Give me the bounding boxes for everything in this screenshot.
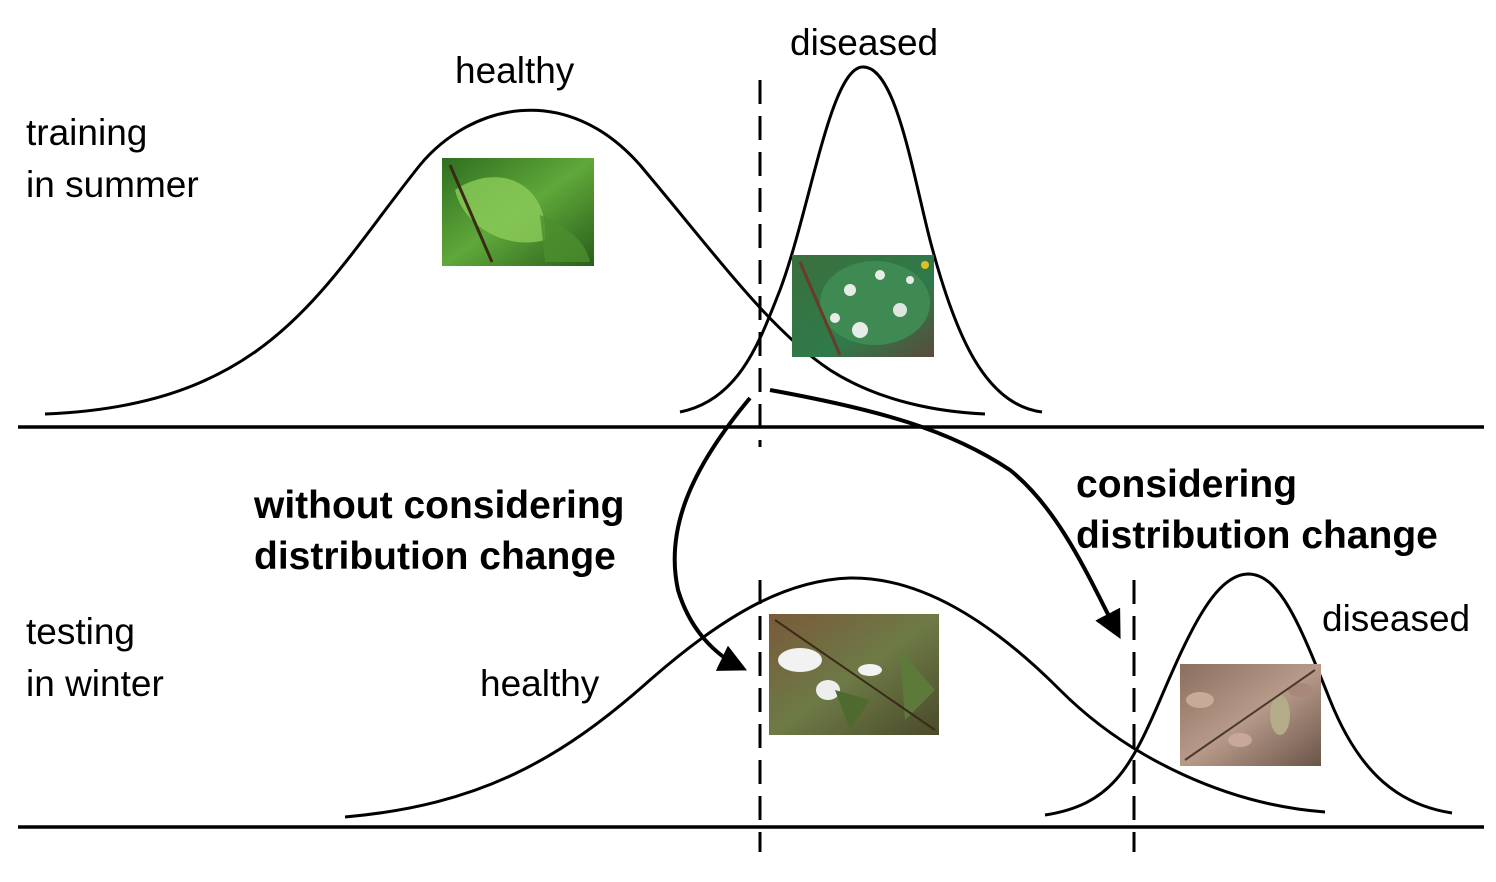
testing-label-line1: testing — [26, 611, 135, 652]
healthy-winter-leaf-image — [769, 614, 939, 735]
training-diseased-label: diseased — [790, 22, 938, 63]
arrow-without-adaptation — [672, 396, 752, 671]
with-adaptation-label-line1: considering — [1076, 463, 1297, 506]
training-diseased-curve — [679, 65, 1043, 414]
arrow-with-adaptation — [769, 388, 1121, 639]
with-adaptation-label-line2: distribution change — [1076, 514, 1438, 557]
testing-healthy-curve — [344, 576, 1326, 819]
training-healthy-curve — [44, 108, 986, 416]
testing-healthy-label: healthy — [480, 663, 600, 704]
testing-diseased-label: diseased — [1322, 598, 1470, 639]
diseased-summer-leaf-image — [792, 255, 934, 357]
without-adaptation-label-line2: distribution change — [254, 535, 616, 578]
training-healthy-label: healthy — [455, 50, 575, 91]
training-label-line2: in summer — [26, 164, 199, 205]
training-label-line1: training — [26, 112, 147, 153]
testing-diseased-curve — [1044, 572, 1453, 817]
without-adaptation-label-line1: without considering — [253, 484, 624, 527]
healthy-summer-leaf-image — [442, 158, 594, 266]
testing-label-line2: in winter — [26, 663, 164, 704]
diseased-winter-leaf-image — [1180, 664, 1321, 766]
